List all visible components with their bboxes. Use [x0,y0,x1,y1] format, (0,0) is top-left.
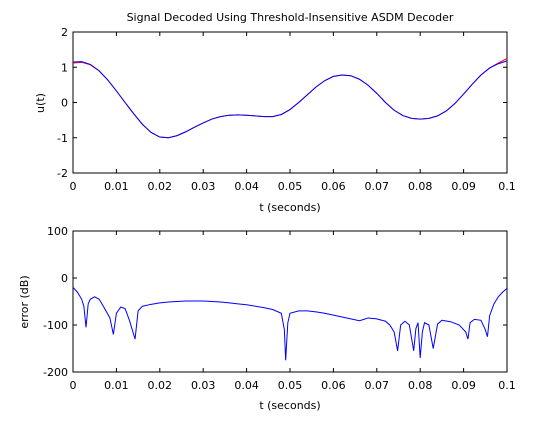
x-axis-label: t (seconds) [259,201,320,214]
x-tick-label: 0.08 [408,379,433,392]
axes-signal: Signal Decoded Using Threshold-Insensiti… [34,11,516,214]
x-tick-label: 0 [70,180,77,193]
x-tick-label: 0.05 [278,180,303,193]
y-axis-label: u(t) [34,93,47,113]
y-tick-label: 1 [61,61,68,74]
x-tick-label: 0.02 [148,379,173,392]
x-tick-label: 0.06 [321,379,346,392]
series-group [72,57,508,139]
axes-error: t (seconds) error (dB) 0 0.01 0.02 0.03 0.04… [18,225,516,412]
y-tick-label: 0 [61,97,68,110]
tick-group: 0 0.01 0.02 0.03 0.04 0.05 0.06 0.07 0.08 0.09 0.1… [43,225,516,392]
y-axis-label: error (dB) [18,275,31,328]
x-tick-label: 0.1 [498,379,516,392]
x-tick-label: 0.03 [191,379,216,392]
x-tick-label: 0.07 [365,379,390,392]
y-tick-label: 100 [47,225,68,238]
x-tick-label: 0.04 [234,379,259,392]
x-tick-label: 0.06 [321,180,346,193]
x-axis-label: t (seconds) [259,399,320,412]
x-tick-label: 0.01 [104,180,129,193]
y-tick-label: -200 [43,366,68,379]
axes-frame [72,31,508,174]
y-tick-label: 2 [61,26,68,39]
x-tick-label: 0.02 [148,180,173,193]
x-tick-label: 0.09 [451,180,476,193]
y-tick-label: -100 [43,319,68,332]
y-tick-label: -2 [57,167,68,180]
x-tick-label: 0 [70,379,77,392]
x-tick-label: 0.07 [365,180,390,193]
series-group [72,287,508,361]
series-line [72,60,508,139]
x-tick-label: 0.09 [451,379,476,392]
y-tick-label: 0 [61,272,68,285]
x-tick-label: 0.05 [278,379,303,392]
x-tick-label: 0.01 [104,379,129,392]
x-tick-label: 0.08 [408,180,433,193]
x-tick-label: 0.04 [234,180,259,193]
series-line [72,287,508,361]
chart-title: Signal Decoded Using Threshold-Insensiti… [127,11,454,24]
y-tick-label: -1 [57,132,68,145]
x-tick-label: 0.03 [191,180,216,193]
tick-group: 0 0.01 0.02 0.03 0.04 0.05 0.06 0.07 0.08 0.09 0.1… [57,26,516,193]
x-tick-label: 0.1 [498,180,516,193]
axes-frame [72,230,508,373]
